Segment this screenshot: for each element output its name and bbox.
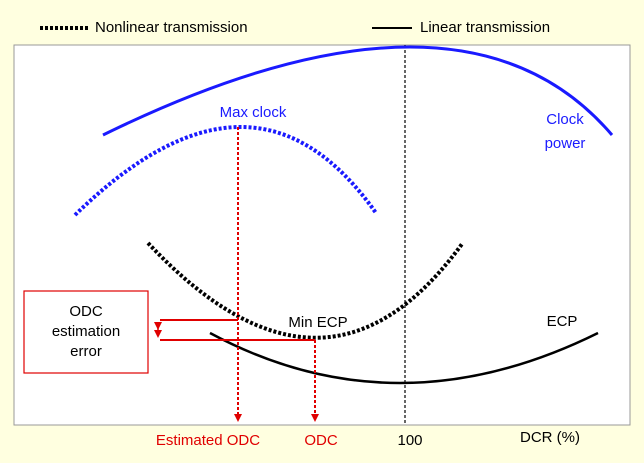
nonlinear-curve	[146, 241, 464, 340]
clock-power-curve	[102, 45, 614, 137]
max-clock-curve	[73, 125, 378, 217]
legend-label: Nonlinear transmission	[95, 19, 248, 36]
axis-label: ODC	[304, 432, 338, 449]
curve-label: Max clock	[220, 104, 287, 121]
axis-tick: 100	[397, 432, 422, 449]
curve-label: ECP	[547, 313, 578, 330]
curve-label: Clock	[546, 111, 584, 128]
legend-label: Linear transmission	[420, 19, 550, 36]
axis-label: Estimated ODC	[156, 432, 260, 449]
linear-curve	[209, 331, 599, 385]
error-box	[23, 290, 149, 374]
box-text: error	[70, 343, 102, 360]
axis-title: DCR (%)	[520, 429, 580, 446]
curve-label: Min ECP	[288, 314, 347, 331]
box-text: estimation	[52, 323, 120, 340]
box-text: ODC	[69, 303, 103, 320]
curve-label: power	[545, 135, 586, 152]
